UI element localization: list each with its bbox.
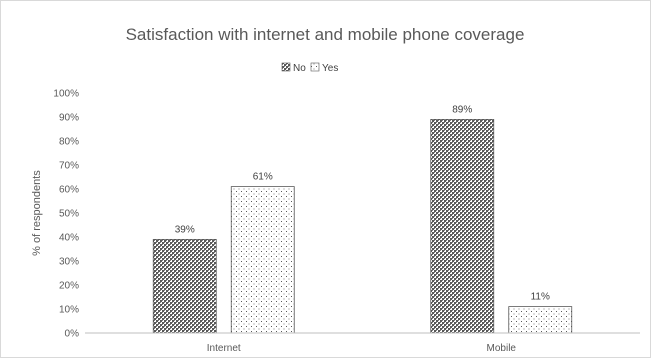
x-tick-label: Internet: [207, 343, 241, 354]
bars: [152, 119, 573, 334]
y-tick-label: 30%: [59, 257, 79, 268]
data-label: 39%: [175, 224, 195, 235]
y-tick-label: 70%: [59, 161, 79, 172]
legend-label-yes: Yes: [322, 63, 338, 74]
bar-no-mobile: [430, 119, 495, 334]
y-tick-label: 80%: [59, 137, 79, 148]
y-tick-label: 60%: [59, 185, 79, 196]
y-tick-label: 40%: [59, 233, 79, 244]
bar-no-internet: [152, 238, 217, 334]
data-label: 61%: [253, 172, 273, 183]
data-label: 89%: [452, 104, 472, 115]
y-tick-label: 50%: [59, 209, 79, 220]
data-label: 11%: [531, 292, 550, 303]
legend-swatch-yes: [310, 62, 320, 72]
legend: No Yes: [281, 62, 338, 74]
bar-yes-internet: [230, 186, 295, 334]
y-axis-label: % of respondents: [31, 170, 43, 256]
y-tick-label: 0%: [65, 329, 80, 340]
legend-label-no: No: [293, 63, 306, 74]
y-tick-label: 20%: [59, 281, 79, 292]
data-labels: 39% 61% 89% 11%: [175, 104, 550, 302]
bar-yes-mobile: [508, 306, 573, 334]
y-tick-label: 10%: [59, 305, 79, 316]
y-tick-label: 90%: [59, 113, 79, 124]
chart-title: Satisfaction with internet and mobile ph…: [126, 25, 525, 44]
y-tick-label: 100%: [53, 89, 79, 100]
x-tick-label: Mobile: [487, 343, 517, 354]
y-tick-labels: 0% 10% 20% 30% 40% 50% 60% 70% 80% 90% 100%: [53, 89, 79, 340]
x-tick-labels: Internet Mobile: [207, 343, 517, 354]
legend-swatch-no: [281, 62, 291, 72]
